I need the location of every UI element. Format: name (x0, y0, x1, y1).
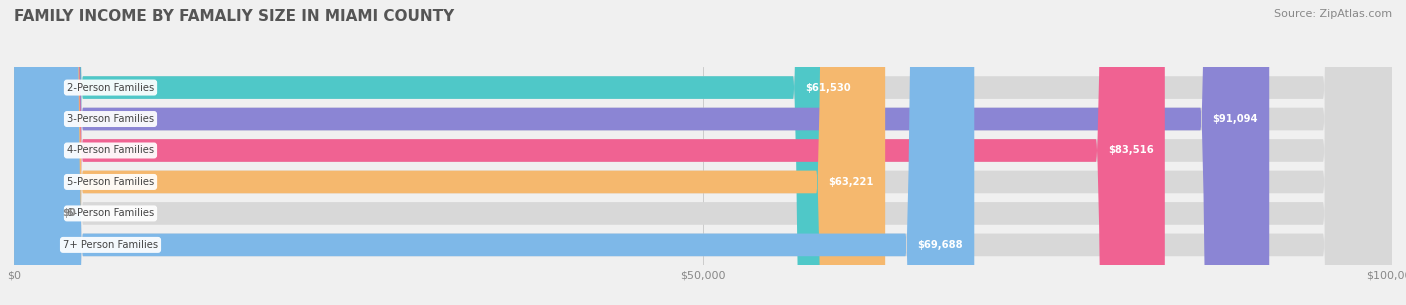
Text: 5-Person Families: 5-Person Families (67, 177, 155, 187)
Text: $0: $0 (62, 208, 76, 218)
Text: $61,530: $61,530 (806, 83, 851, 92)
FancyBboxPatch shape (14, 0, 886, 305)
FancyBboxPatch shape (14, 0, 1392, 305)
Text: FAMILY INCOME BY FAMALIY SIZE IN MIAMI COUNTY: FAMILY INCOME BY FAMALIY SIZE IN MIAMI C… (14, 9, 454, 24)
FancyBboxPatch shape (14, 0, 1164, 305)
Text: $63,221: $63,221 (828, 177, 875, 187)
FancyBboxPatch shape (14, 0, 1392, 305)
FancyBboxPatch shape (14, 0, 1392, 305)
Text: Source: ZipAtlas.com: Source: ZipAtlas.com (1274, 9, 1392, 19)
Text: 6-Person Families: 6-Person Families (67, 208, 155, 218)
FancyBboxPatch shape (14, 0, 1392, 305)
Text: 4-Person Families: 4-Person Families (67, 145, 155, 156)
FancyBboxPatch shape (14, 0, 1392, 305)
Text: $69,688: $69,688 (918, 240, 963, 250)
Text: 3-Person Families: 3-Person Families (67, 114, 155, 124)
Text: 7+ Person Families: 7+ Person Families (63, 240, 157, 250)
Text: $83,516: $83,516 (1108, 145, 1154, 156)
FancyBboxPatch shape (14, 0, 974, 305)
FancyBboxPatch shape (14, 0, 1270, 305)
FancyBboxPatch shape (14, 0, 1392, 305)
Text: $91,094: $91,094 (1212, 114, 1258, 124)
FancyBboxPatch shape (14, 0, 862, 305)
Text: 2-Person Families: 2-Person Families (67, 83, 155, 92)
